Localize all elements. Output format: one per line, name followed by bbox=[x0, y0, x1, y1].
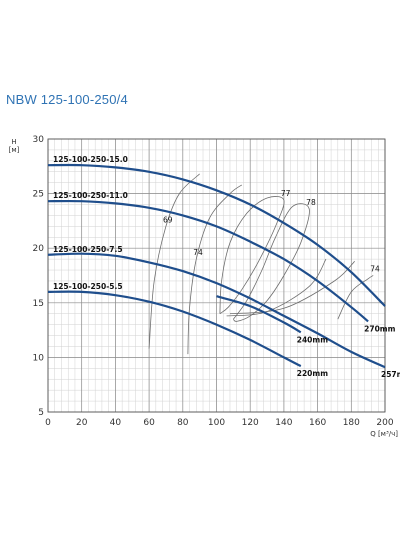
curve-label: 125-100-250-7.5 bbox=[53, 245, 123, 254]
efficiency-label: 78 bbox=[306, 198, 316, 207]
impeller-label: 270mm bbox=[364, 324, 395, 333]
x-tick-label: 20 bbox=[76, 418, 88, 428]
performance-curve bbox=[47, 199, 369, 323]
performance-curve bbox=[216, 295, 302, 334]
x-tick-label: 180 bbox=[343, 418, 360, 428]
y-axis-unit: [м] bbox=[9, 146, 20, 154]
x-tick-label: 120 bbox=[242, 418, 259, 428]
x-tick-label: 80 bbox=[177, 418, 189, 428]
y-tick-label: 5 bbox=[38, 408, 44, 418]
x-axis-label: Q [м³/ч] bbox=[370, 430, 398, 438]
efficiency-curve bbox=[187, 184, 243, 355]
efficiency-label: 74 bbox=[193, 248, 203, 257]
efficiency-curve bbox=[226, 258, 327, 317]
performance-curve bbox=[47, 163, 386, 307]
efficiency-curve bbox=[219, 196, 285, 315]
curve-label: 125-100-250-11.0 bbox=[53, 191, 128, 200]
y-tick-label: 20 bbox=[33, 244, 45, 254]
chart-labels: 69 74 77 78 74 125-100-250-15.0 125-100-250-11… bbox=[53, 155, 400, 379]
performance-curve bbox=[47, 252, 386, 369]
major-grid bbox=[47, 138, 386, 413]
impeller-label: 257mm bbox=[381, 370, 400, 379]
performance-curves bbox=[47, 163, 386, 369]
y-tick-label: 30 bbox=[33, 135, 45, 145]
x-tick-label: 200 bbox=[376, 418, 393, 428]
plot-frame bbox=[47, 138, 386, 413]
x-tick-label: 100 bbox=[208, 418, 225, 428]
impeller-label: 220mm bbox=[297, 369, 328, 378]
x-tick-label: 40 bbox=[110, 418, 122, 428]
efficiency-curve bbox=[337, 275, 374, 320]
y-axis-label: H bbox=[11, 138, 16, 146]
y-tick-label: 10 bbox=[33, 353, 45, 363]
chart-title: NBW 125-100-250/4 bbox=[6, 92, 128, 107]
efficiency-curve bbox=[148, 173, 200, 349]
x-tick-label: 0 bbox=[45, 418, 51, 428]
x-tick-label: 160 bbox=[309, 418, 326, 428]
axes: 0 20 40 60 80 100 120 140 160 180 200 5 10 15 20 25 30 H[… bbox=[9, 135, 399, 438]
curve-label: 125-100-250-15.0 bbox=[53, 155, 128, 164]
efficiency-label: 74 bbox=[370, 265, 380, 274]
efficiency-label: 69 bbox=[163, 215, 173, 224]
curve-label: 125-100-250-5.5 bbox=[53, 282, 123, 291]
x-tick-label: 140 bbox=[275, 418, 292, 428]
impeller-label: 240mm bbox=[297, 335, 328, 344]
y-tick-label: 25 bbox=[33, 190, 44, 200]
efficiency-label: 77 bbox=[281, 189, 291, 198]
efficiency-curve bbox=[233, 203, 310, 322]
y-tick-label: 15 bbox=[33, 299, 44, 309]
x-tick-label: 60 bbox=[143, 418, 155, 428]
performance-curve bbox=[47, 290, 302, 368]
